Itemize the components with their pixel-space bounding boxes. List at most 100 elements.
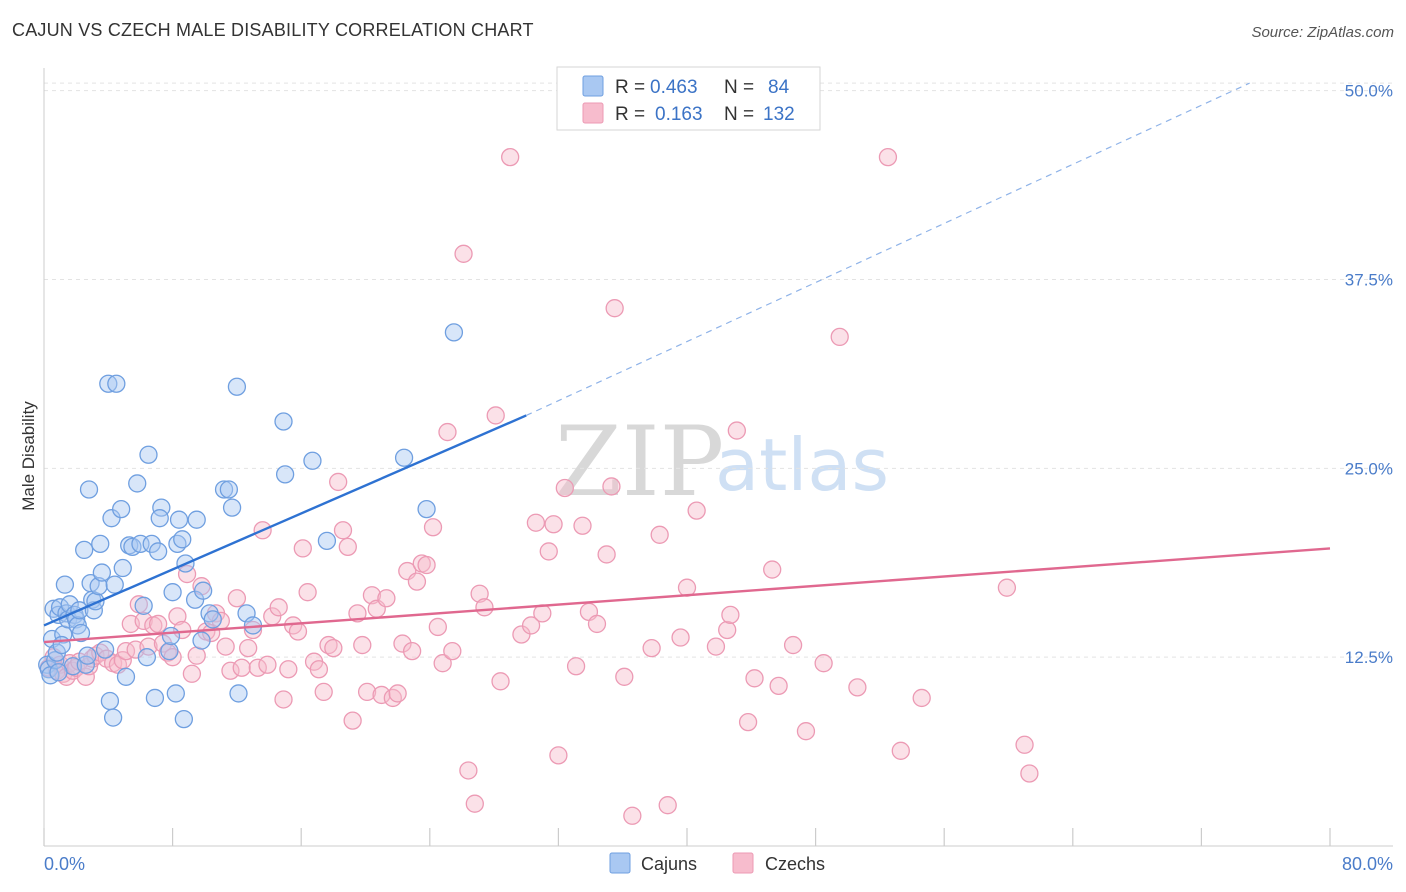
cajun-point: [78, 646, 97, 665]
czech-legend-swatch: [582, 102, 604, 124]
cajun-trendline-extension: [525, 82, 1250, 417]
cajun-point: [95, 640, 115, 659]
czech-point: [566, 657, 586, 676]
czech-point: [216, 637, 235, 656]
cajun-point: [100, 691, 120, 711]
cajun-point: [112, 499, 131, 519]
czech-point: [433, 654, 452, 673]
czech-point: [721, 605, 740, 625]
y-tick-label: 50.0%: [1345, 82, 1393, 101]
czech-point: [348, 604, 367, 623]
czech-trendline: [43, 547, 1331, 644]
czech-point: [454, 244, 473, 263]
cajuns-legend-swatch: [609, 852, 631, 874]
czech-point: [168, 607, 187, 626]
czech-point: [533, 604, 552, 623]
cajun-point: [42, 629, 62, 649]
cajun-point: [166, 684, 185, 703]
y-tick-label: 37.5%: [1345, 270, 1393, 289]
czech-point: [459, 761, 478, 780]
cajun-point: [52, 635, 71, 655]
czech-point: [443, 641, 462, 661]
y-tick-label: 25.0%: [1345, 459, 1393, 478]
czech-point: [814, 654, 833, 673]
czech-point: [671, 628, 690, 647]
czech-point: [470, 584, 489, 603]
cajun-point: [219, 480, 239, 499]
cajun-point: [275, 465, 295, 484]
czechs-legend-swatch: [732, 852, 754, 874]
czech-point: [549, 746, 568, 765]
czech-point: [314, 682, 333, 702]
czech-point: [1020, 764, 1039, 783]
cajun-point: [134, 596, 153, 615]
cajun-point: [71, 623, 91, 643]
czech-point: [423, 518, 443, 537]
cajun-point: [163, 583, 182, 602]
czech-point: [438, 422, 457, 442]
cajun-point: [139, 445, 158, 464]
cajun-point: [229, 684, 248, 703]
czech-point: [745, 669, 764, 688]
cajun-point: [55, 575, 75, 594]
watermark-zip: ZIP: [555, 406, 724, 518]
czech-point: [475, 598, 494, 617]
cajun-point: [203, 610, 222, 629]
czech-point: [687, 501, 706, 520]
czech-point: [324, 638, 343, 658]
cajun-point: [227, 377, 247, 396]
czech-point: [642, 638, 661, 658]
czech-point: [329, 472, 348, 492]
czech-point: [388, 684, 407, 703]
czech-point: [1015, 735, 1034, 754]
cajun-point: [274, 412, 293, 431]
czech-point: [587, 614, 607, 634]
cajun-point: [137, 648, 157, 667]
cajun-n-label: N =: [724, 77, 754, 98]
czech-point: [521, 616, 541, 635]
cajun-point: [142, 534, 161, 554]
cajun-point: [169, 510, 189, 529]
czech-point: [407, 572, 427, 591]
cajun-point: [105, 575, 124, 594]
czech-point: [623, 806, 642, 825]
czech-point: [769, 676, 788, 696]
x-tick-label-min: 0.0%: [44, 854, 85, 874]
czechs-legend-label: Czechs: [765, 854, 825, 874]
czech-n-value: 132: [763, 104, 795, 125]
cajun-point: [193, 581, 213, 600]
cajun-point: [214, 480, 234, 499]
cajun-r-value: 0.463: [650, 77, 698, 98]
czech-point: [173, 620, 192, 640]
cajun-point: [160, 641, 179, 661]
czech-point: [650, 525, 669, 544]
czech-point: [293, 539, 312, 558]
czech-point: [187, 646, 206, 665]
czech-point: [377, 589, 396, 608]
watermark-atlas: atlas: [715, 423, 889, 507]
czech-point: [362, 586, 382, 605]
czech-point: [848, 678, 867, 697]
czech-point: [232, 658, 251, 677]
czech-point: [221, 661, 240, 680]
czech-point: [501, 147, 520, 167]
czech-point: [279, 660, 298, 679]
czech-point: [227, 589, 247, 608]
axes: [43, 68, 1393, 847]
czech-point: [343, 711, 362, 730]
series-legend: Cajuns Czechs: [609, 852, 825, 874]
czech-point: [486, 406, 505, 425]
cajun-point: [394, 448, 414, 467]
czech-point: [605, 299, 624, 318]
cajun-point: [107, 374, 126, 393]
czech-point: [796, 722, 816, 741]
czech-point: [465, 794, 484, 813]
cajun-trendline: [43, 414, 527, 627]
czech-point: [319, 635, 338, 655]
czech-point: [597, 545, 616, 564]
cajun-point: [116, 667, 136, 686]
czech-point: [706, 637, 726, 656]
chart-title: CAJUN VS CZECH MALE DISABILITY CORRELATI…: [12, 20, 534, 40]
czech-point: [727, 421, 746, 440]
